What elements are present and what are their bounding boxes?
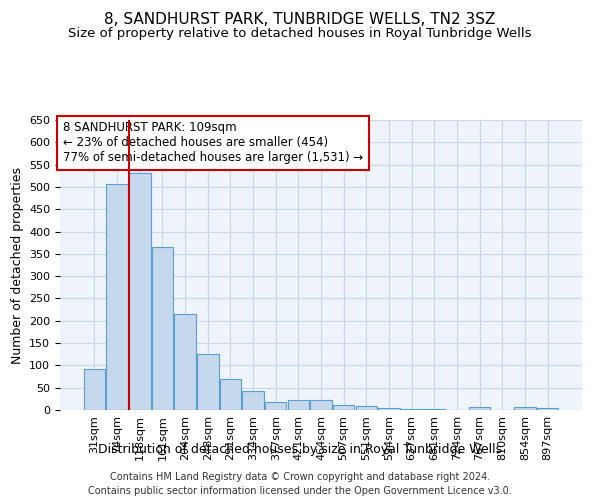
Bar bbox=[220, 379, 241, 410]
Bar bbox=[242, 391, 264, 410]
Bar bbox=[175, 314, 196, 410]
Text: Contains public sector information licensed under the Open Government Licence v3: Contains public sector information licen… bbox=[88, 486, 512, 496]
Bar bbox=[287, 400, 309, 410]
Text: Contains HM Land Registry data © Crown copyright and database right 2024.: Contains HM Land Registry data © Crown c… bbox=[110, 472, 490, 482]
Bar bbox=[333, 404, 355, 410]
Text: 8, SANDHURST PARK, TUNBRIDGE WELLS, TN2 3SZ: 8, SANDHURST PARK, TUNBRIDGE WELLS, TN2 … bbox=[104, 12, 496, 28]
Text: Distribution of detached houses by size in Royal Tunbridge Wells: Distribution of detached houses by size … bbox=[98, 442, 502, 456]
Bar bbox=[401, 408, 422, 410]
Bar bbox=[197, 354, 218, 410]
Bar bbox=[129, 172, 151, 410]
Text: Size of property relative to detached houses in Royal Tunbridge Wells: Size of property relative to detached ho… bbox=[68, 28, 532, 40]
Bar bbox=[265, 402, 286, 410]
Text: 8 SANDHURST PARK: 109sqm
← 23% of detached houses are smaller (454)
77% of semi-: 8 SANDHURST PARK: 109sqm ← 23% of detach… bbox=[62, 122, 363, 164]
Bar bbox=[469, 407, 490, 410]
Bar bbox=[378, 408, 400, 410]
Y-axis label: Number of detached properties: Number of detached properties bbox=[11, 166, 23, 364]
Bar bbox=[310, 400, 332, 410]
Bar bbox=[514, 407, 536, 410]
Bar bbox=[537, 408, 558, 410]
Bar bbox=[424, 409, 445, 410]
Bar bbox=[152, 247, 173, 410]
Bar bbox=[84, 368, 105, 410]
Bar bbox=[106, 184, 128, 410]
Bar bbox=[356, 406, 377, 410]
